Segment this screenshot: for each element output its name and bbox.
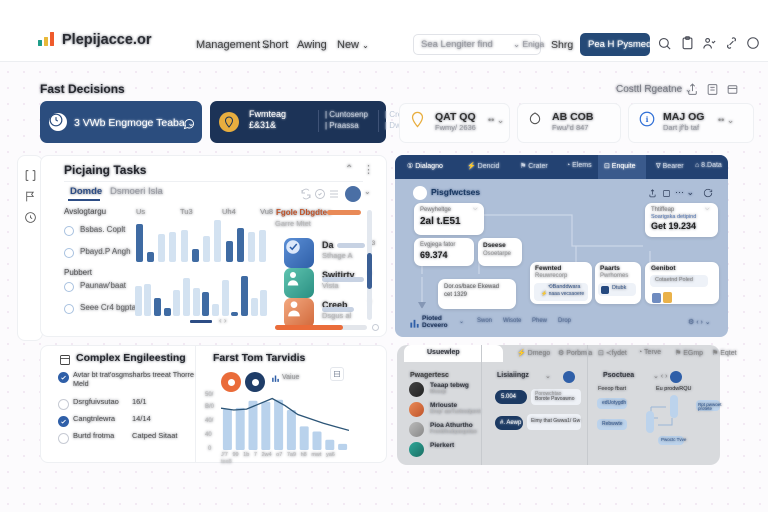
- svg-text:ℹ: ℹ: [646, 115, 649, 124]
